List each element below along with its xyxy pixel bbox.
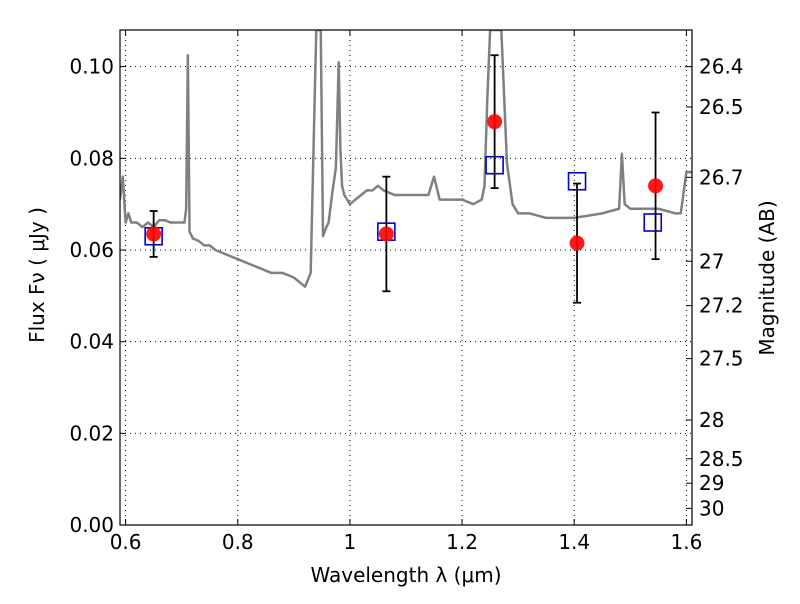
y2-tick-label: 27.2 — [699, 294, 744, 318]
data-point-marker — [569, 235, 585, 251]
x-tick-label: 1.2 — [446, 530, 478, 554]
grid-lines — [120, 30, 692, 526]
y2-tick-label: 28 — [699, 408, 724, 432]
axis-ticks: 0.6 0.8 1 1.2 1.4 1.6 0.00 0.02 0.04 0.06 0.08 0.10… — [69, 30, 744, 554]
x-tick-label: 0.6 — [110, 530, 142, 554]
marker-layer — [144, 54, 664, 304]
y2-tick-label: 27 — [699, 249, 724, 273]
x-tick-label: 1.6 — [670, 530, 702, 554]
y-tick-label: 0.00 — [69, 513, 114, 537]
y-tick-label: 0.04 — [69, 330, 114, 354]
y2-tick-label: 26.5 — [699, 95, 744, 119]
data-point-marker — [378, 226, 394, 242]
y-tick-label: 0.08 — [69, 146, 114, 170]
y2-tick-label: 30 — [699, 496, 724, 520]
x-tick-label: 0.8 — [222, 530, 254, 554]
y-tick-label: 0.10 — [69, 55, 114, 79]
y2-tick-label: 26.4 — [699, 55, 744, 79]
y2-tick-label: 27.5 — [699, 347, 744, 371]
model-square-marker — [643, 213, 663, 232]
spectrum-line — [120, 30, 692, 288]
y-tick-label: 0.06 — [69, 238, 114, 262]
plot-area — [120, 30, 692, 288]
y-axis-label: Flux Fν ( μJy ) — [25, 207, 49, 343]
plot-frame — [119, 29, 693, 526]
y2-axis-label: Magnitude (AB) — [755, 200, 779, 355]
y-tick-label: 0.02 — [69, 421, 114, 445]
y2-tick-label: 29 — [699, 471, 724, 495]
data-point-marker — [487, 114, 503, 130]
x-tick-label: 1.4 — [558, 530, 590, 554]
data-point-marker — [648, 178, 664, 194]
y2-tick-label: 26.7 — [699, 165, 744, 189]
data-point-marker — [146, 226, 162, 242]
x-axis-label: Wavelength λ (μm) — [310, 563, 501, 587]
y2-tick-label: 28.5 — [699, 447, 744, 471]
x-tick-label: 1 — [344, 530, 357, 554]
